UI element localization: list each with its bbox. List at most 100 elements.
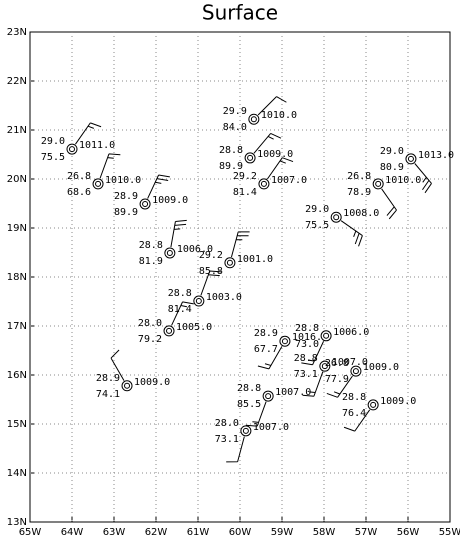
temperature: 28.8 — [342, 392, 366, 403]
station-marker — [248, 113, 260, 125]
station-marker-inner — [242, 427, 249, 434]
station-marker-inner — [281, 338, 288, 345]
temperature: 29.0 — [41, 136, 65, 147]
station-marker-inner — [166, 249, 173, 256]
wind-barb — [301, 341, 325, 366]
station-marker — [367, 399, 379, 411]
pressure: 1013.0 — [418, 150, 454, 161]
temperature: 26.8 — [347, 171, 371, 182]
pressure: 1009.0 — [363, 362, 399, 373]
wind-barb — [343, 409, 371, 432]
station-marker-inner — [260, 180, 267, 187]
temperature: 26.8 — [325, 358, 349, 369]
station-marker — [240, 425, 252, 437]
temperature: 29.9 — [223, 106, 247, 117]
pressure: 1010.0 — [385, 175, 421, 186]
wind-barb — [226, 436, 245, 463]
dewpoint: 73.1 — [215, 434, 239, 445]
x-tick-label: 59W — [271, 527, 294, 538]
x-tick-label: 65W — [19, 527, 42, 538]
wind-barb — [99, 153, 121, 179]
wind-barb — [302, 371, 324, 397]
y-tick-label: 16N — [7, 370, 27, 381]
y-tick-label: 14N — [7, 468, 27, 479]
station-marker — [244, 152, 256, 164]
wind-barb — [200, 270, 222, 296]
dewpoint: 89.9 — [219, 161, 243, 172]
station-marker — [372, 178, 384, 190]
pressure: 1007.0 — [253, 422, 289, 433]
pressure: 1009.0 — [257, 149, 293, 160]
dewpoint: 80.9 — [380, 162, 404, 173]
wind-barb — [257, 96, 287, 116]
dewpoint: 74.1 — [96, 389, 120, 400]
dewpoint: 78.9 — [347, 187, 371, 198]
station-marker — [224, 257, 236, 269]
pressure: 1016.0 — [292, 332, 328, 343]
wind-barb — [147, 174, 170, 199]
station-marker-inner — [323, 332, 330, 339]
wind-barb — [253, 132, 282, 154]
dewpoint: 73.0 — [295, 339, 319, 350]
station-marker-inner — [375, 180, 382, 187]
station-marker-inner — [407, 155, 414, 162]
wind-barb — [230, 231, 250, 258]
x-tick-label: 56W — [397, 527, 420, 538]
y-tick-label: 23N — [7, 27, 27, 38]
station-marker-inner — [247, 154, 254, 161]
temperature: 28.8 — [168, 288, 192, 299]
y-tick-label: 22N — [7, 76, 27, 87]
temperature: 28.8 — [294, 353, 318, 364]
dewpoint: 81.9 — [139, 256, 163, 267]
station-marker — [279, 335, 291, 347]
dewpoint: 67.7 — [254, 344, 278, 355]
temperature: 28.8 — [237, 383, 261, 394]
station-marker — [350, 365, 362, 377]
x-tick-label: 60W — [229, 527, 252, 538]
pressure: 1009.0 — [134, 377, 170, 388]
temperature: 28.8 — [219, 145, 243, 156]
dewpoint: 89.9 — [114, 207, 138, 218]
wind-barb — [245, 401, 267, 427]
station-marker-inner — [166, 327, 173, 334]
x-tick-label: 55W — [439, 527, 460, 538]
station-marker — [405, 153, 417, 165]
y-tick-label: 18N — [7, 272, 27, 283]
dewpoint: 68.6 — [67, 187, 91, 198]
pressure: 1009.0 — [380, 396, 416, 407]
chart-title: Surface — [202, 1, 278, 25]
temperature: 29.2 — [233, 171, 257, 182]
temperature: 29.2 — [199, 250, 223, 261]
station-marker-inner — [352, 368, 359, 375]
station-marker-inner — [69, 146, 75, 153]
pressure: 1003.0 — [206, 292, 242, 303]
y-tick-label: 20N — [7, 174, 27, 185]
y-tick-label: 13N — [7, 517, 27, 528]
station-marker — [262, 390, 274, 402]
wind-barb — [75, 122, 102, 145]
x-tick-label: 58W — [313, 527, 336, 538]
x-tick-label: 61W — [187, 527, 210, 538]
pressure: 1007.0 — [275, 387, 311, 398]
temperature: 28.9 — [96, 373, 120, 384]
wind-barb — [381, 188, 397, 220]
dewpoint: 75.5 — [41, 152, 65, 163]
temperature: 28.8 — [139, 240, 163, 251]
pressure: 1009.0 — [152, 195, 188, 206]
station-marker-inner — [195, 298, 202, 305]
station-marker — [66, 143, 78, 155]
wind-barb — [340, 220, 363, 247]
dewpoint: 81.4 — [168, 304, 192, 315]
station-marker-inner — [333, 214, 340, 221]
pressure: 1011.0 — [79, 140, 115, 151]
dewpoint: 75.5 — [305, 220, 329, 231]
station-marker — [330, 211, 342, 223]
pressure: 1006.0 — [333, 327, 369, 338]
temperature: 28.9 — [254, 328, 278, 339]
station-marker — [193, 295, 205, 307]
temperature: 29.0 — [305, 204, 329, 215]
wind-barb — [257, 346, 283, 370]
station-marker — [258, 178, 270, 190]
